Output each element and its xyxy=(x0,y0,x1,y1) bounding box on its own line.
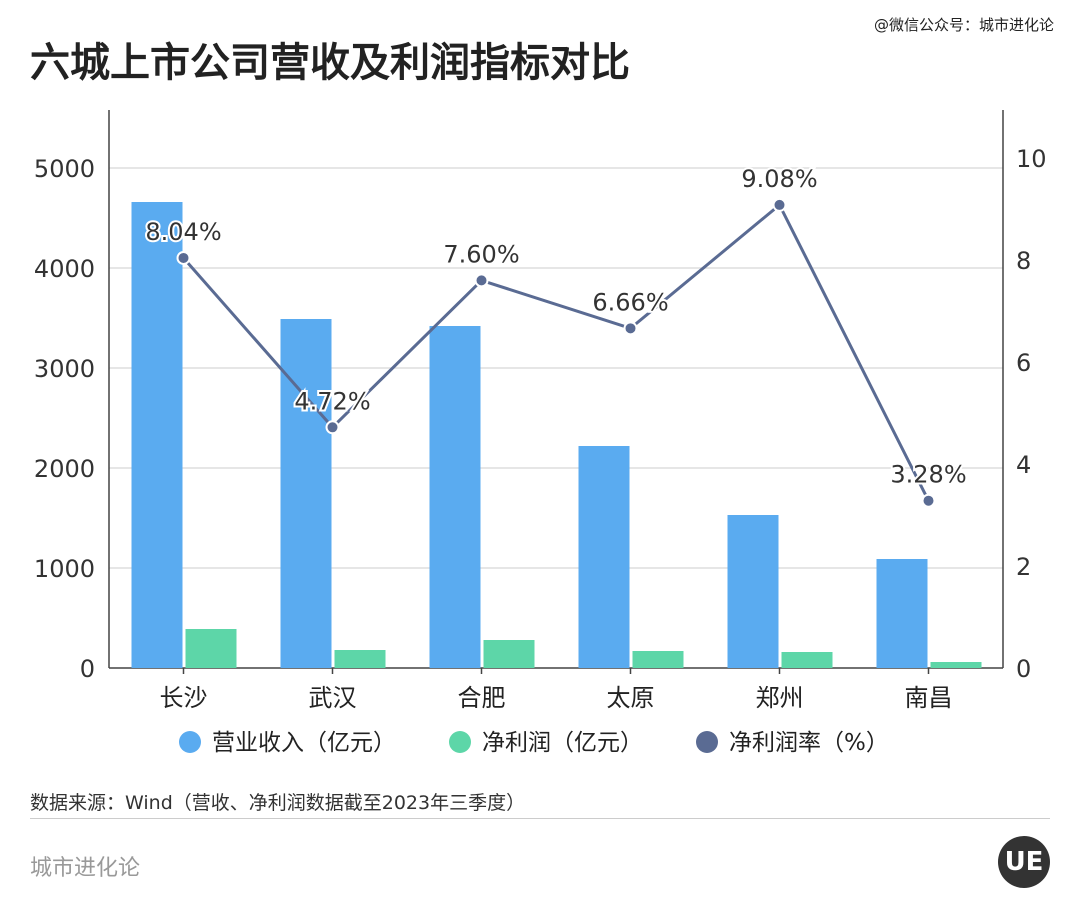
right-tick-label: 8 xyxy=(1016,247,1031,275)
source-note: 数据来源：Wind（营收、净利润数据截至2023年三季度） xyxy=(30,792,526,814)
category-label: 武汉 xyxy=(309,684,357,712)
category-label: 太原 xyxy=(607,684,655,712)
left-tick-label: 4000 xyxy=(34,255,95,283)
rate-point xyxy=(474,273,489,288)
revenue-bar xyxy=(578,446,630,668)
legend-marker xyxy=(449,731,471,753)
profit-bar xyxy=(483,640,535,668)
rate-line xyxy=(182,202,930,502)
right-tick-label: 2 xyxy=(1016,553,1031,581)
rate-data-label: 4.72% xyxy=(294,387,370,415)
rate-point xyxy=(921,493,936,508)
legend-label: 净利润（亿元） xyxy=(482,730,643,756)
rate-point xyxy=(623,321,638,336)
rate-point xyxy=(772,197,787,212)
rate-data-label: 8.04% xyxy=(145,218,221,246)
revenue-bar xyxy=(727,515,779,668)
divider xyxy=(30,818,1050,819)
category-label: 郑州 xyxy=(756,684,804,712)
legend-label: 净利润率（%） xyxy=(729,730,889,756)
revenue-bar xyxy=(429,326,481,668)
profit-bar xyxy=(334,650,386,668)
legend-label: 营业收入（亿元） xyxy=(212,730,396,756)
right-tick-label: 4 xyxy=(1016,451,1031,479)
legend-marker xyxy=(696,731,718,753)
profit-bar xyxy=(781,652,833,668)
profit-bar xyxy=(632,651,684,668)
chart-svg: 0 1000 2000 3000 4000 5000 0 2 4 6 8 10 长沙 武汉 合肥 太原 郑州 南昌… xyxy=(34,110,1047,756)
rate-data-label: 6.66% xyxy=(592,288,668,316)
right-tick-label: 0 xyxy=(1016,655,1031,683)
chart-title: 六城上市公司营收及利润指标对比 xyxy=(30,40,630,86)
revenue-bar xyxy=(280,319,332,668)
left-tick-label: 5000 xyxy=(34,155,95,183)
left-tick-label: 0 xyxy=(80,655,95,683)
right-tick-label: 10 xyxy=(1016,145,1047,173)
left-tick-label: 1000 xyxy=(34,555,95,583)
left-tick-label: 2000 xyxy=(34,455,95,483)
revenue-bar xyxy=(131,202,183,668)
rate-data-label: 3.28% xyxy=(890,461,966,489)
right-tick-label: 6 xyxy=(1016,349,1031,377)
rate-data-label: 7.60% xyxy=(443,240,519,268)
legend-marker xyxy=(179,731,201,753)
category-label: 长沙 xyxy=(160,684,208,712)
left-tick-label: 3000 xyxy=(34,355,95,383)
profit-bar xyxy=(930,662,982,668)
credit-text: @微信公众号：城市进化论 xyxy=(873,16,1054,34)
revenue-bar xyxy=(876,559,928,668)
category-label: 合肥 xyxy=(458,684,506,712)
brand-name: 城市进化论 xyxy=(30,856,141,881)
brand-logo: UE xyxy=(998,836,1050,888)
rate-point xyxy=(325,420,340,435)
profit-bar xyxy=(185,629,237,668)
category-label: 南昌 xyxy=(905,684,953,712)
rate-data-label: 9.08% xyxy=(741,165,817,193)
rate-point xyxy=(176,250,191,265)
